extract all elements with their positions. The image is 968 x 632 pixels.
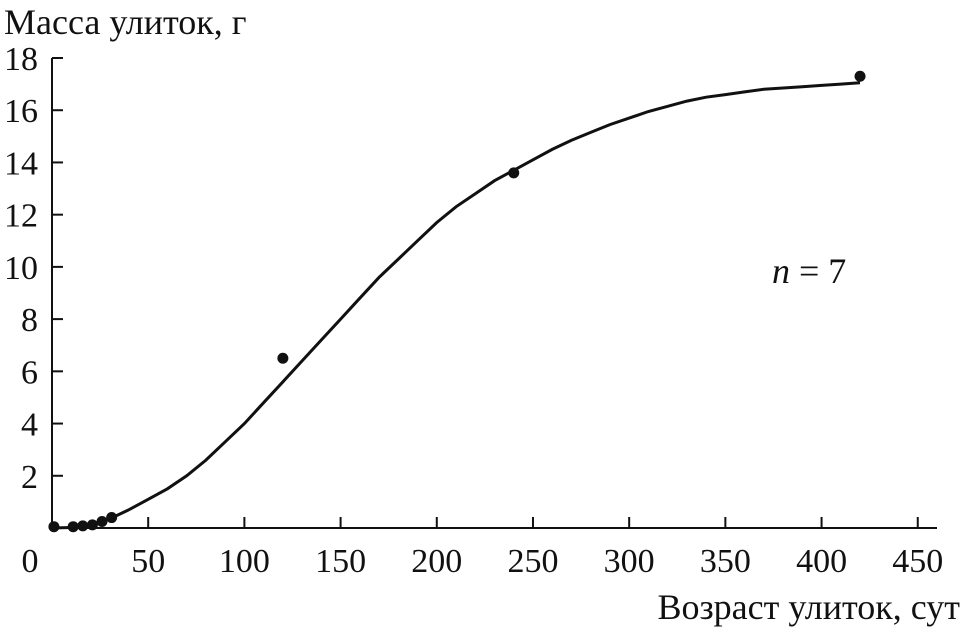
- y-tick-label: 8: [21, 302, 38, 339]
- y-tick-label: 6: [21, 354, 38, 391]
- data-point: [277, 352, 289, 364]
- plot-area: 0 50 100 150 200 250 300 350 400 450 2 4 6 8 10 12 14 16…: [4, 41, 943, 580]
- data-point: [48, 521, 60, 533]
- y-tick-label: 2: [21, 459, 38, 496]
- x-tick-label: 0: [22, 543, 39, 580]
- y-tick-label: 18: [4, 41, 38, 78]
- x-axis-title: Возраст улиток, сут: [657, 587, 960, 627]
- sample-size-annotation: n = 7: [772, 251, 846, 291]
- y-tick-label: 14: [4, 145, 38, 182]
- sample-size-var: n: [772, 251, 790, 291]
- x-tick-label: 450: [892, 543, 943, 580]
- x-ticks: 0 50 100 150 200 250 300 350 400 450: [22, 517, 943, 580]
- data-point: [77, 520, 89, 532]
- fit-curve-line: [51, 81, 861, 530]
- data-point: [67, 521, 79, 533]
- sample-size-value: = 7: [790, 251, 846, 291]
- y-tick-label: 4: [21, 407, 38, 444]
- data-point: [106, 512, 118, 524]
- data-points: [48, 70, 866, 533]
- y-tick-label: 10: [4, 250, 38, 287]
- x-tick-label: 150: [315, 543, 366, 580]
- x-tick-label: 350: [700, 543, 751, 580]
- data-point: [96, 515, 108, 527]
- data-point: [508, 167, 520, 179]
- data-point: [86, 519, 98, 531]
- x-tick-label: 250: [507, 543, 558, 580]
- data-point: [854, 70, 866, 82]
- x-tick-label: 200: [411, 543, 462, 580]
- x-tick-label: 400: [796, 543, 847, 580]
- x-tick-label: 50: [131, 543, 165, 580]
- y-tick-label: 12: [4, 198, 38, 235]
- x-tick-label: 300: [604, 543, 655, 580]
- y-tick-label: 16: [4, 93, 38, 130]
- x-tick-label: 100: [219, 543, 270, 580]
- y-axis-title: Масса улиток, г: [4, 2, 247, 42]
- y-ticks: 2 4 6 8 10 12 14 16 18: [4, 41, 63, 496]
